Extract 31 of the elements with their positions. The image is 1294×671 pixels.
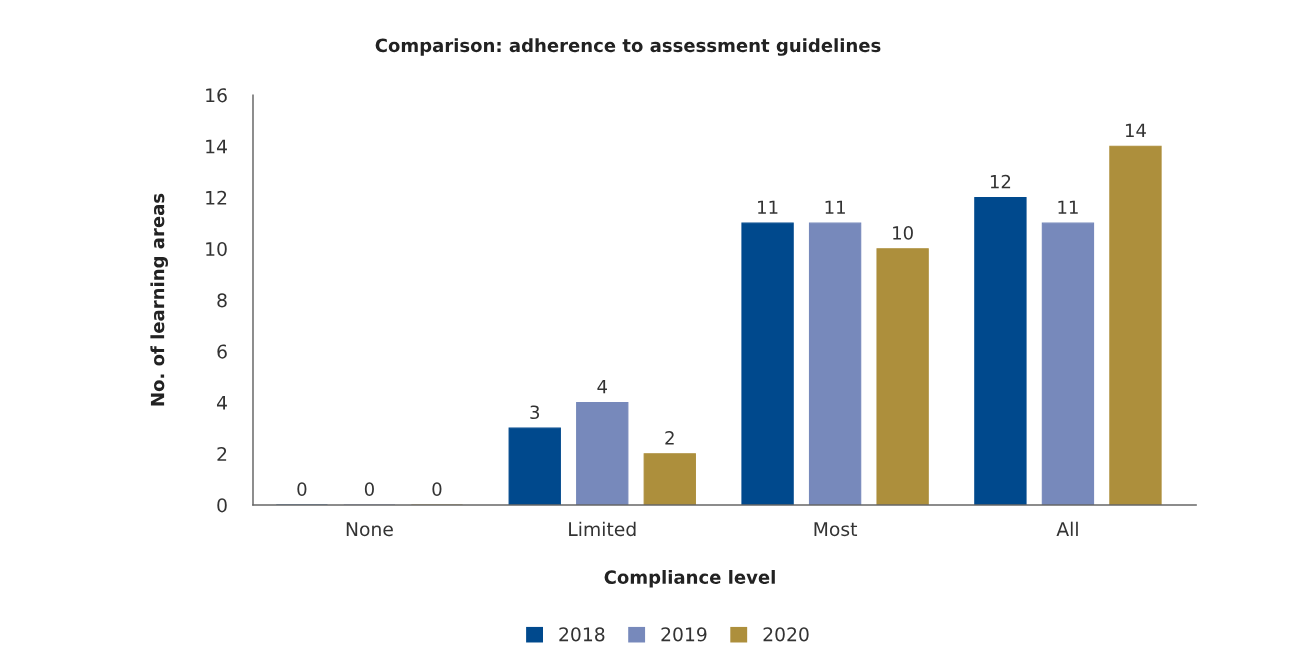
y-tick-label: 16 <box>206 88 227 103</box>
data-label: 10 <box>893 226 913 240</box>
data-label: 0 <box>364 482 374 496</box>
data-label: 14 <box>1125 123 1146 137</box>
legend-label: 2020 <box>763 627 809 642</box>
x-tick-label: Most <box>814 522 858 537</box>
data-label: 0 <box>432 482 442 496</box>
y-tick-label: 8 <box>217 293 227 308</box>
x-tick-label: Limited <box>569 521 636 537</box>
y-tick-label: 6 <box>217 344 227 359</box>
chart-title: Comparison: adherence to assessment guidelines <box>375 38 881 56</box>
y-tick-label: 4 <box>216 395 227 410</box>
data-label: 0 <box>297 482 307 496</box>
data-label: 11 <box>1058 200 1078 214</box>
data-label: 3 <box>530 405 540 420</box>
data-label: 2 <box>665 431 674 445</box>
data-label: 12 <box>990 174 1011 189</box>
y-axis-title: No. of learning areas <box>150 193 168 406</box>
x-axis-title: Compliance level <box>604 570 775 588</box>
data-label: 11 <box>758 200 778 214</box>
y-tick-label: 14 <box>206 139 227 154</box>
legend-label: 2019 <box>661 627 707 642</box>
y-tick-label: 2 <box>217 446 227 461</box>
y-tick-label: 0 <box>217 498 227 513</box>
legend-label: 2018 <box>559 627 605 642</box>
y-tick-label: 12 <box>206 190 227 205</box>
y-tick-label: 10 <box>206 241 227 257</box>
data-label: 11 <box>825 200 845 214</box>
data-label: 4 <box>597 380 607 394</box>
x-tick-label: None <box>346 522 393 537</box>
x-tick-label: All <box>1056 521 1078 536</box>
